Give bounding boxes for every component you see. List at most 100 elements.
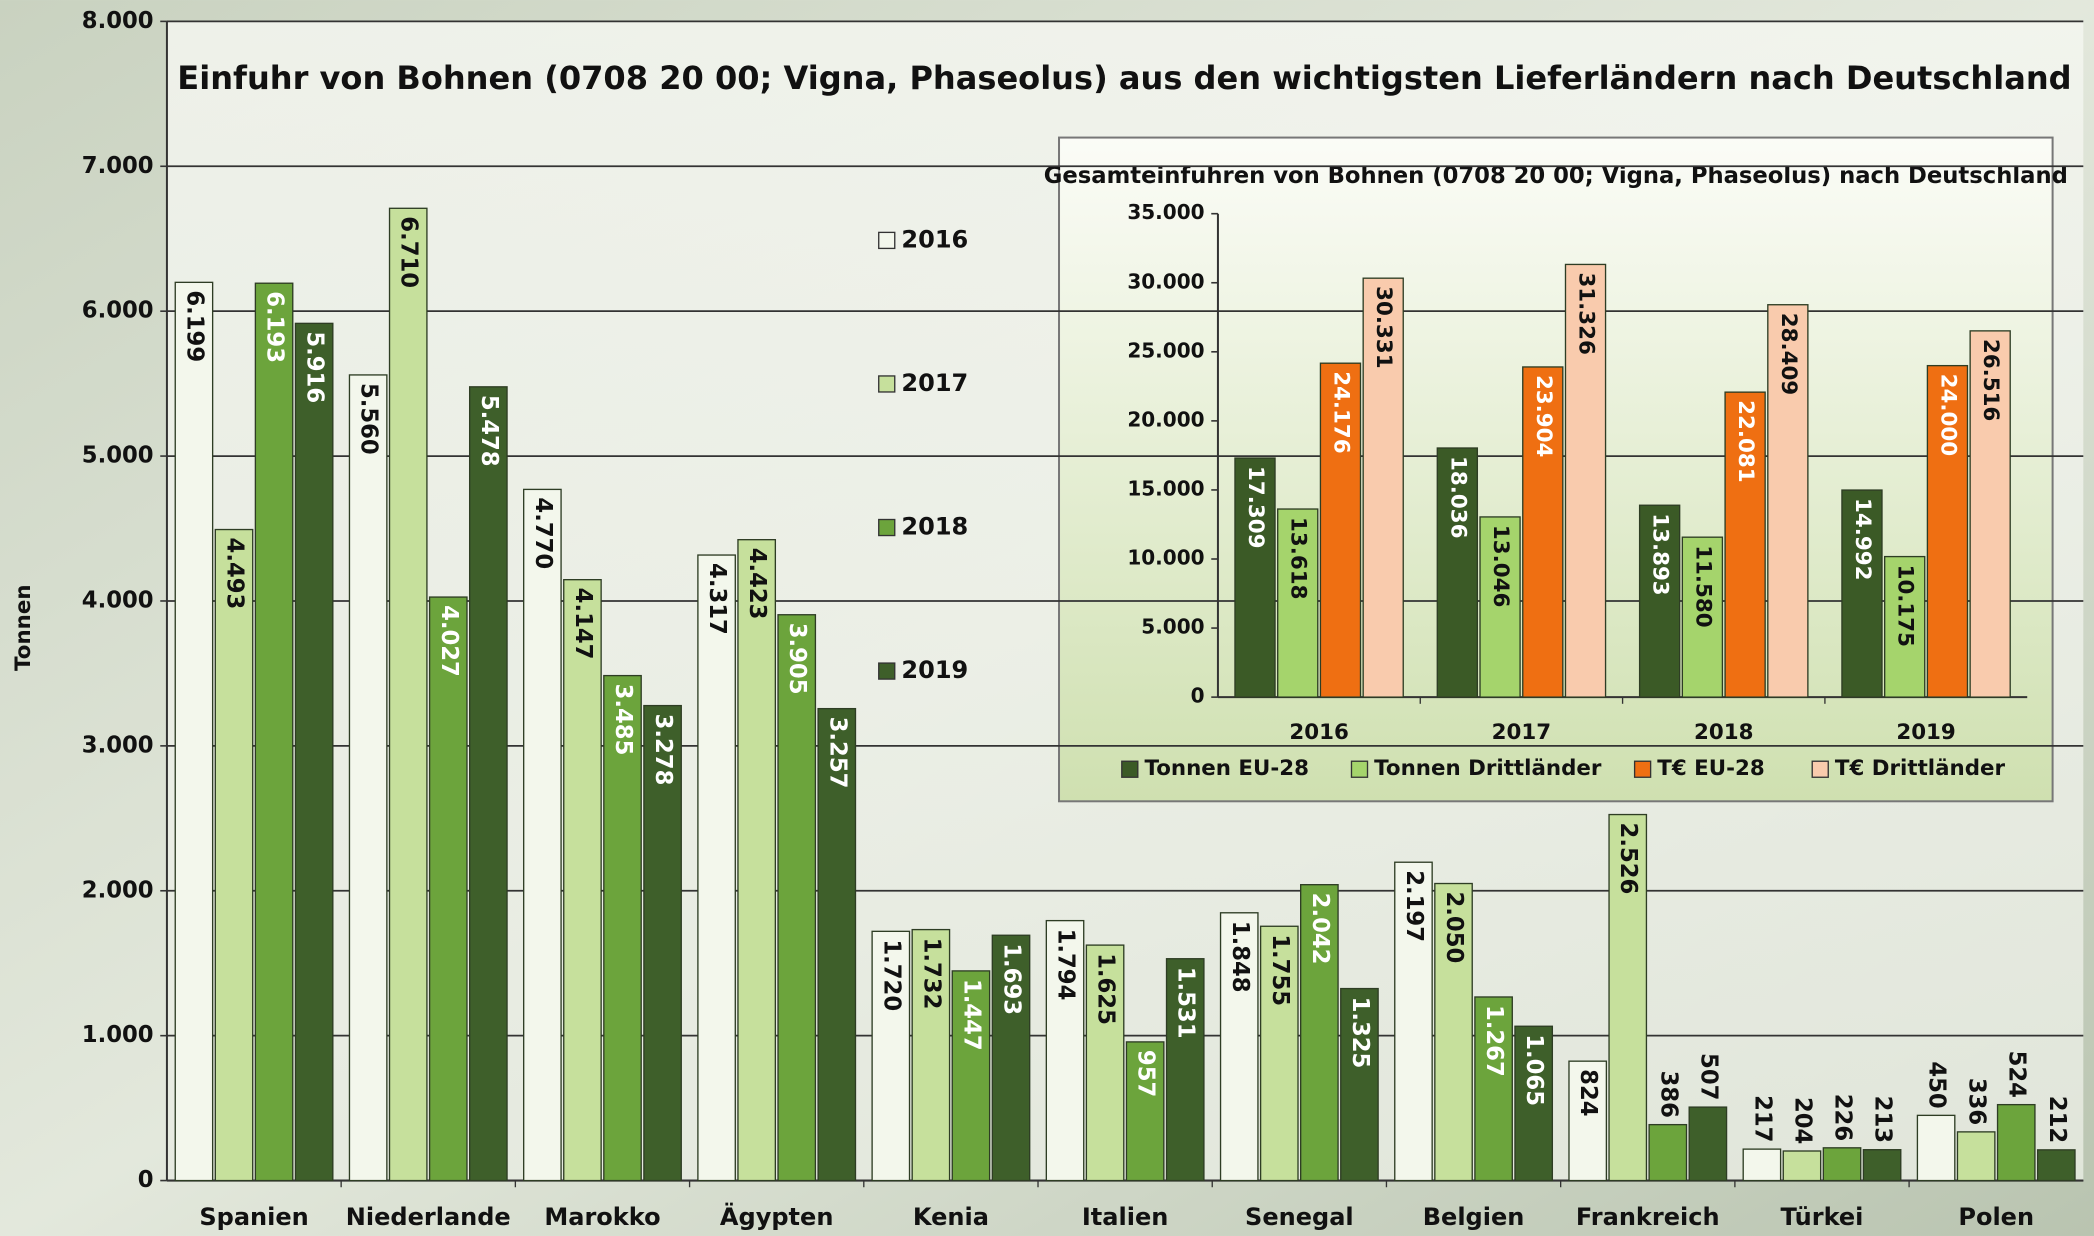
bar	[428, 596, 468, 1182]
value-label: 3.257	[824, 717, 850, 789]
x-tick-label: Ägypten	[720, 1202, 834, 1231]
bar	[468, 386, 508, 1182]
value-label: 5.478	[476, 395, 502, 467]
value-label: 524	[2004, 1051, 2030, 1098]
legend-label: Tonnen Drittländer	[1374, 756, 1602, 781]
bar	[563, 579, 602, 1182]
value-label: 28.409	[1776, 313, 1801, 395]
x-tick-label: Frankreich	[1576, 1203, 1720, 1231]
value-label: 2.042	[1307, 893, 1333, 965]
bar	[1165, 958, 1205, 1182]
bar	[1434, 882, 1473, 1182]
bar	[1564, 263, 1607, 698]
x-tick-label: 2018	[1694, 720, 1753, 745]
x-tick-label: Belgien	[1423, 1203, 1525, 1231]
value-label: 11.580	[1690, 545, 1715, 627]
value-label: 507	[1695, 1053, 1721, 1100]
value-label: 1.848	[1227, 921, 1253, 993]
x-tick-label: Polen	[1958, 1203, 2034, 1231]
value-label: 1.625	[1093, 953, 1119, 1025]
bar	[1822, 1147, 1862, 1182]
x-tick-label: Senegal	[1245, 1203, 1354, 1231]
bar	[294, 322, 334, 1182]
value-label: 1.693	[999, 943, 1025, 1015]
bar	[1767, 304, 1809, 698]
bar	[1125, 1041, 1165, 1182]
value-label: 212	[2044, 1096, 2070, 1143]
bar	[697, 554, 736, 1182]
value-label: 26.516	[1978, 339, 2003, 421]
value-label: 1.531	[1173, 967, 1199, 1039]
legend-label: Tonnen EU-28	[1144, 756, 1308, 781]
bar	[1782, 1150, 1822, 1182]
y-tick-label: 25.000	[1127, 338, 1204, 362]
value-label: 3.485	[610, 684, 636, 756]
legend-swatch	[1633, 760, 1652, 778]
bar	[1319, 362, 1362, 698]
value-label: 5.916	[302, 331, 328, 403]
y-tick-label: 4.000	[82, 587, 154, 613]
bar	[1340, 987, 1379, 1182]
x-tick-label: Spanien	[199, 1203, 308, 1231]
x-tick-label: Marokko	[544, 1203, 660, 1231]
value-label: 6.199	[181, 290, 207, 362]
bar	[254, 282, 294, 1182]
legend-label: 2018	[901, 513, 968, 541]
bar	[1638, 504, 1681, 698]
bar	[951, 970, 991, 1182]
value-label: 30.331	[1371, 286, 1396, 368]
value-label: 1.732	[918, 938, 944, 1010]
value-label: 14.992	[1850, 498, 1875, 580]
x-tick-label: 2016	[1289, 720, 1348, 745]
bar	[1742, 1148, 1782, 1182]
bar	[603, 674, 642, 1182]
y-tick-label: 10.000	[1127, 546, 1204, 570]
x-tick-label: 2017	[1492, 720, 1551, 745]
y-tick-label: 1.000	[82, 1022, 154, 1048]
value-label: 10.175	[1893, 565, 1918, 647]
bar	[777, 614, 817, 1182]
value-label: 24.000	[1935, 374, 1960, 456]
legend-label: T€ Drittländer	[1835, 756, 2006, 781]
x-tick-label: 2019	[1896, 720, 1955, 745]
y-tick-label: 20.000	[1127, 407, 1204, 431]
legend-swatch	[878, 662, 896, 680]
bar	[1956, 1131, 1996, 1182]
bar	[174, 281, 214, 1182]
bar	[1996, 1103, 2036, 1182]
bar	[523, 488, 562, 1182]
value-label: 1.447	[958, 979, 984, 1051]
bar	[1724, 391, 1766, 698]
value-label: 2.050	[1441, 892, 1467, 964]
legend-label: 2017	[901, 369, 968, 397]
legend-swatch	[1811, 760, 1829, 778]
value-label: 1.325	[1347, 997, 1373, 1069]
value-label: 3.905	[784, 623, 810, 695]
value-label: 226	[1830, 1094, 1856, 1141]
value-label: 2.197	[1401, 870, 1427, 942]
bar	[737, 539, 777, 1182]
value-label: 4.770	[530, 497, 556, 569]
value-label: 4.027	[436, 605, 462, 677]
legend-swatch	[1350, 760, 1369, 778]
x-tick-label: Türkei	[1781, 1203, 1864, 1231]
y-tick-label: 0	[138, 1167, 154, 1193]
bar	[1926, 364, 1969, 698]
y-tick-label: 30.000	[1127, 269, 1204, 293]
bar	[1608, 813, 1648, 1182]
legend-label: T€ EU-28	[1657, 756, 1764, 781]
bar	[1916, 1114, 1956, 1182]
x-tick-label: Kenia	[913, 1203, 989, 1231]
value-label: 1.720	[878, 939, 904, 1011]
y-tick-label: 2.000	[82, 877, 154, 903]
bar	[1479, 516, 1521, 698]
value-label: 450	[1924, 1061, 1950, 1108]
bar	[1362, 277, 1404, 698]
chart-title: Einfuhr von Bohnen (0708 20 00; Vigna, P…	[177, 59, 2071, 97]
bar	[643, 704, 682, 1182]
value-label: 213	[1870, 1096, 1896, 1143]
bar	[348, 374, 388, 1182]
legend-swatch	[878, 375, 896, 393]
